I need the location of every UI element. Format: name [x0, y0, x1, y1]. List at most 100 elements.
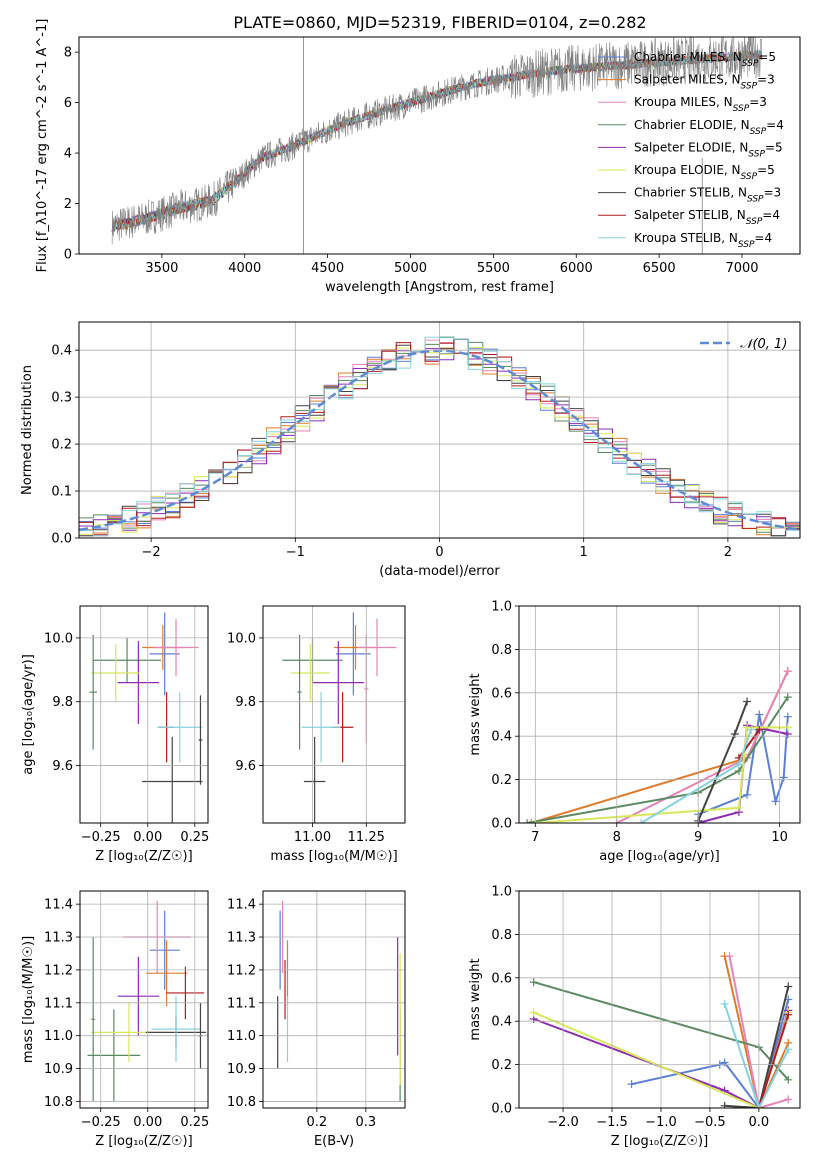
weight-marker	[743, 723, 752, 732]
weight-line	[535, 726, 788, 823]
legend-entry: Chabrier STELIB, NSSP=3	[634, 186, 781, 205]
y-tick-label: 0.4	[491, 1015, 512, 1030]
age-vs-mass-panel: 11.00 11.25 9.6 9.8 10.0 mass [log₁₀(M/M☉)]	[227, 605, 406, 864]
legend-entry: Salpeter ELODIE, NSSP=5	[634, 140, 783, 159]
x-tick-label: −1.5	[596, 1115, 628, 1130]
weight-marker	[523, 819, 532, 823]
y-tick-label: 0.2	[491, 1058, 512, 1073]
legend-entry: Chabrier ELODIE, NSSP=4	[634, 118, 784, 137]
x-tick-label: −0.25	[81, 1115, 121, 1130]
age-vs-Z-panel: −0.25 0.00 0.25 9.6 9.8 10.0 Z [log₁₀(Z/Z☉)] ag…	[21, 605, 209, 864]
data-spectrum-line	[111, 37, 763, 245]
x-axis-label: Z [log₁₀(Z/Z☉)]	[95, 1134, 192, 1149]
figure-title: PLATE=0860, MJD=52319, FIBERID=0104, z=0…	[233, 13, 646, 32]
x-axis-label: Z [log₁₀(Z/Z☉)]	[95, 849, 192, 864]
y-axis-label: mass weight	[468, 958, 483, 1040]
x-axis-label: E(B-V)	[314, 1134, 354, 1149]
mass-weight-vs-age-panel: 7 8 9 10 0.0 0.2 0.4 0.6 0.8 1.0 age [log₁₀(age/yr…	[468, 600, 801, 864]
x-tick-label: 0.25	[180, 830, 209, 845]
x-axis-label: (data-model)/error	[379, 564, 500, 579]
y-tick-label: 10.9	[227, 1062, 256, 1077]
y-tick-label: 11.3	[44, 931, 73, 946]
y-tick-label: 0.8	[491, 643, 512, 658]
y-tick-label: 0.6	[491, 971, 512, 986]
x-tick-label: −2.0	[547, 1115, 579, 1130]
residuals-panel: −2 −1 0 1 2 0.0 0.1 0.2 0.3 0.4 (data-model)/error…	[20, 321, 801, 579]
y-tick-label: 10.8	[44, 1095, 73, 1110]
y-tick-label: 10.0	[44, 631, 73, 646]
y-tick-label: 0.0	[491, 817, 512, 832]
x-tick-label: 0.2	[307, 1115, 328, 1130]
y-tick-label: 11.4	[44, 898, 73, 913]
x-tick-label: 0.25	[180, 1115, 209, 1130]
weight-marker	[627, 1080, 636, 1089]
axes-frame	[79, 890, 209, 1109]
x-tick-label: 6500	[643, 261, 676, 276]
x-axis-label: wavelength [Angstrom, rest frame]	[325, 280, 554, 295]
weight-marker	[743, 697, 752, 706]
legend-entry: Salpeter MILES, NSSP=3	[634, 73, 775, 92]
x-tick-label: 6000	[560, 261, 593, 276]
x-axis-label: Z [log₁₀(Z/Z☉)]	[611, 1134, 708, 1149]
y-tick-label: 0.3	[51, 391, 72, 406]
weight-marker	[783, 723, 792, 732]
x-tick-label: 4000	[228, 261, 261, 276]
age-vs-Z-plot-area	[89, 612, 203, 823]
weight-marker	[783, 667, 792, 676]
x-axis-label: mass [log₁₀(M/M☉)]	[270, 849, 397, 864]
x-tick-label: −2	[142, 545, 161, 560]
y-tick-label: 11.4	[227, 898, 256, 913]
y-tick-label: 10.9	[44, 1062, 73, 1077]
axes-frame	[78, 36, 801, 255]
y-tick-label: 0.2	[51, 438, 72, 453]
weight-marker	[784, 1045, 793, 1054]
y-axis-label: Normed distribution	[20, 365, 35, 495]
mass-vs-Z-plot-area	[87, 900, 207, 1102]
axes-frame	[262, 605, 406, 824]
histogram-step	[79, 338, 800, 537]
spectrum-panel: 3500 4000 4500 5000 5500 6000 6500 7000 0 2 4 6 8 wav…	[35, 19, 801, 295]
x-tick-label: 0.00	[133, 830, 162, 845]
legend-entry: Kroupa MILES, NSSP=3	[634, 95, 767, 114]
x-tick-label: 3500	[145, 261, 178, 276]
legend-entry: Kroupa STELIB, NSSP=4	[634, 231, 772, 250]
axes-frame	[262, 890, 406, 1109]
weight-line	[728, 955, 789, 1108]
axes-frame	[79, 605, 209, 824]
x-tick-label: 0	[435, 545, 443, 560]
axes-frame	[78, 321, 801, 539]
weight-marker	[755, 710, 764, 719]
weight-marker	[783, 712, 792, 721]
y-axis-label: age [log₁₀(age/yr)]	[21, 654, 36, 775]
weight-line	[724, 986, 790, 1108]
weight-marker	[720, 1058, 729, 1067]
y-tick-label: 11.0	[227, 1029, 256, 1044]
y-tick-label: 11.1	[44, 996, 73, 1011]
mass-weight-vs-age-plot-area	[523, 667, 792, 823]
legend-entry: 𝒩(0, 1)	[740, 337, 787, 352]
y-tick-label: 6	[64, 96, 72, 111]
y-tick-label: 11.2	[227, 963, 256, 978]
axes-frame	[518, 605, 801, 824]
weight-marker	[734, 760, 743, 769]
weight-marker	[771, 797, 780, 806]
x-tick-label: 1	[580, 545, 588, 560]
y-tick-label: 0.4	[51, 344, 72, 359]
weight-line	[723, 1003, 790, 1108]
y-tick-label: 9.6	[235, 759, 256, 774]
weight-marker	[527, 819, 536, 823]
weight-line	[526, 696, 789, 823]
weight-marker	[784, 1095, 793, 1104]
mass-vs-EBV-plot-area	[277, 900, 401, 1102]
y-tick-label: 11.0	[44, 1029, 73, 1044]
y-tick-label: 0.2	[491, 773, 512, 788]
x-tick-label: 0.00	[133, 1115, 162, 1130]
y-tick-label: 0.4	[491, 730, 512, 745]
weight-marker	[529, 1008, 538, 1017]
weight-marker	[730, 730, 739, 739]
weight-line	[616, 670, 789, 823]
x-tick-label: 11.00	[294, 830, 331, 845]
y-tick-label: 11.1	[227, 996, 256, 1011]
x-axis-label: age [log₁₀(age/yr)]	[599, 849, 720, 864]
